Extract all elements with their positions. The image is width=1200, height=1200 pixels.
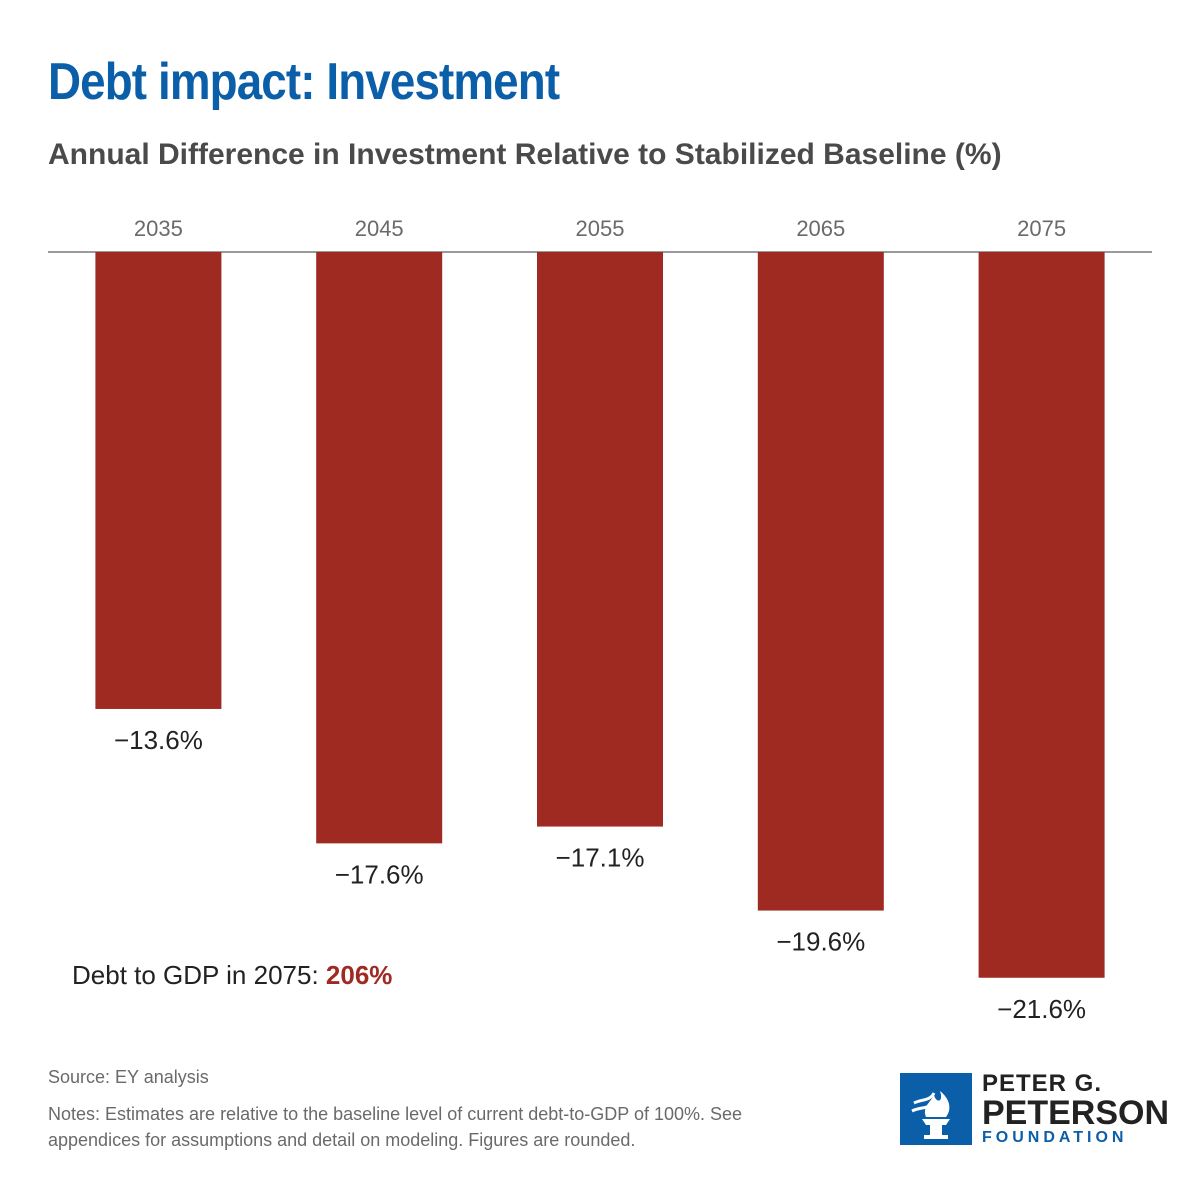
peterson-foundation-logo: PETER G. PETERSON FOUNDATION — [900, 1071, 1169, 1148]
data-label: −17.6% — [335, 859, 424, 889]
x-tick-label: 2035 — [134, 216, 183, 241]
data-label: −19.6% — [776, 927, 865, 957]
bar — [537, 252, 663, 827]
bar — [316, 252, 443, 844]
debt-to-gdp-label: Debt to GDP in 2075: — [72, 960, 326, 990]
debt-to-gdp-value: 206% — [325, 960, 393, 990]
torch-icon — [900, 1073, 972, 1145]
logo-line-2: PETERSON — [982, 1094, 1170, 1132]
logo-wordmark: PETER G. PETERSON FOUNDATION — [982, 1071, 1169, 1147]
bar — [757, 252, 884, 911]
source-note: Source: EY analysis — [48, 1067, 209, 1087]
data-label: −13.6% — [114, 725, 203, 755]
chart-subtitle: Annual Difference in Investment Relative… — [48, 138, 1002, 171]
chart-title: Debt impact: Investment — [48, 53, 560, 111]
bar-chart: 2035 2045 2055 2065 2075 −13.6% −17.6% −17.1% −… — [48, 216, 1152, 1024]
logo-line-3: FOUNDATION — [982, 1129, 1128, 1146]
bar — [978, 252, 1105, 978]
data-label: −21.6% — [997, 994, 1086, 1024]
x-tick-label: 2045 — [355, 216, 404, 241]
data-label: −17.1% — [556, 843, 645, 873]
x-tick-label: 2075 — [1017, 216, 1066, 241]
notes-text: Notes: Estimates are relative to the bas… — [48, 1104, 743, 1150]
x-tick-label: 2055 — [576, 216, 625, 241]
x-tick-label: 2065 — [796, 216, 845, 241]
debt-to-gdp-note: Debt to GDP in 2075: 206% — [72, 960, 392, 991]
logo-line-1: PETER G. — [982, 1070, 1103, 1097]
bar — [95, 252, 222, 709]
